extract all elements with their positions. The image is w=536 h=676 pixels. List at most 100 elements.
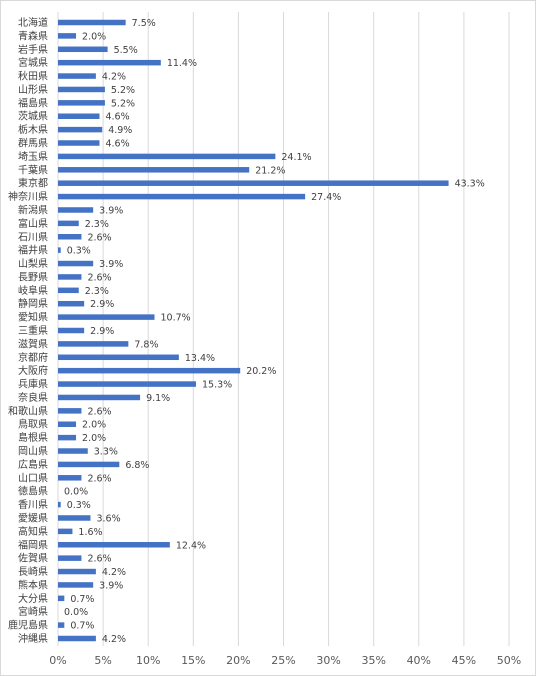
category-labels: 北海道青森県岩手県宮城県秋田県山形県福島県茨城県栃木県群馬県埼玉県千葉県東京都神… <box>8 16 48 645</box>
category-label: 千葉県 <box>18 163 48 176</box>
data-label: 43.3% <box>455 179 485 190</box>
data-label: 2.3% <box>85 219 109 230</box>
category-label: 北海道 <box>18 16 48 29</box>
bar <box>58 381 197 387</box>
data-label: 2.6% <box>87 406 111 417</box>
bar <box>58 73 96 79</box>
category-label: 佐賀県 <box>18 553 48 565</box>
data-label: 2.0% <box>82 433 106 444</box>
bar <box>58 341 129 347</box>
data-label: 0.3% <box>67 246 91 257</box>
category-label: 香川県 <box>18 499 48 511</box>
x-axis-tick-labels: 0% 5% 10% 15% 20% 25% 30% 35% 40% 45% 50% <box>49 654 521 667</box>
bar <box>58 542 170 548</box>
data-label: 2.6% <box>87 232 111 243</box>
data-label: 5.2% <box>111 98 135 109</box>
data-label: 7.5% <box>132 18 156 29</box>
x-tick-label: 25% <box>271 654 295 667</box>
category-label: 山口県 <box>18 472 48 484</box>
x-tick-label: 10% <box>136 654 160 667</box>
bar <box>58 568 96 575</box>
category-label: 新潟県 <box>18 203 48 216</box>
data-label: 2.6% <box>87 554 111 565</box>
data-label: 0.0% <box>64 487 88 498</box>
category-label: 滋賀県 <box>18 337 48 350</box>
bar <box>58 354 179 361</box>
x-tick-label: 45% <box>452 654 476 667</box>
bar <box>58 327 85 334</box>
data-label: 0.0% <box>64 607 88 618</box>
bar <box>58 274 82 280</box>
category-label: 宮崎県 <box>18 605 48 618</box>
bar <box>58 421 77 427</box>
category-label: 福井県 <box>18 244 48 257</box>
category-label: 大分県 <box>18 592 48 605</box>
category-label: 福島県 <box>18 96 48 109</box>
bar <box>58 234 82 240</box>
category-label: 島根県 <box>18 431 48 444</box>
data-label: 20.2% <box>246 366 276 377</box>
data-label: 2.3% <box>85 286 109 297</box>
bar <box>58 180 449 186</box>
category-label: 宮城県 <box>18 56 48 69</box>
category-label: 愛媛県 <box>18 511 48 524</box>
category-label: 大阪府 <box>18 364 48 377</box>
category-label: 群馬県 <box>18 137 48 150</box>
category-label: 三重県 <box>18 324 48 337</box>
category-label: 富山県 <box>18 217 48 230</box>
category-label: 静岡県 <box>18 297 48 310</box>
category-label: 高知県 <box>18 525 48 538</box>
category-label: 奈良県 <box>18 391 48 404</box>
data-label: 7.8% <box>134 339 158 350</box>
data-label: 11.4% <box>167 58 197 69</box>
data-label: 2.6% <box>87 473 111 484</box>
bar <box>58 207 94 213</box>
bar <box>58 260 94 267</box>
data-label: 0.7% <box>70 594 94 605</box>
bar <box>58 501 61 508</box>
category-label: 岐阜県 <box>18 284 48 297</box>
bar <box>58 448 88 454</box>
bar <box>58 247 61 253</box>
bar <box>58 33 77 39</box>
data-label: 3.9% <box>99 580 123 591</box>
data-label: 4.9% <box>108 125 132 136</box>
data-label: 4.2% <box>102 72 126 83</box>
bar <box>58 314 155 320</box>
bar <box>58 595 65 602</box>
category-label: 岩手県 <box>18 43 48 56</box>
data-label: 13.4% <box>185 353 215 364</box>
category-label: 神奈川県 <box>8 190 48 203</box>
data-label: 3.6% <box>96 513 120 524</box>
data-label: 9.1% <box>146 393 170 404</box>
bar <box>58 113 100 119</box>
data-label: 4.6% <box>105 112 129 123</box>
data-label: 3.9% <box>99 205 123 216</box>
bar <box>58 461 120 468</box>
bar <box>58 140 100 146</box>
category-label: 山梨県 <box>18 257 48 270</box>
category-label: 沖縄県 <box>18 632 48 645</box>
category-label: 茨城県 <box>18 110 48 123</box>
data-label: 2.0% <box>82 31 106 42</box>
bar <box>58 622 65 628</box>
data-label: 0.3% <box>67 500 91 511</box>
data-label: 3.9% <box>99 259 123 270</box>
bar <box>58 394 141 401</box>
category-label: 熊本県 <box>18 578 48 591</box>
category-label: 栃木県 <box>18 123 48 136</box>
bar <box>58 86 105 93</box>
data-label: 12.4% <box>176 540 206 551</box>
x-tick-label: 40% <box>407 654 431 667</box>
data-label: 2.9% <box>90 299 114 310</box>
category-label: 鳥取県 <box>18 418 48 431</box>
data-label: 6.8% <box>125 460 149 471</box>
bar <box>58 100 105 106</box>
bar <box>58 126 103 133</box>
bar <box>58 528 73 535</box>
bar <box>58 434 77 441</box>
category-label: 徳島県 <box>18 485 48 498</box>
data-label: 10.7% <box>161 313 191 324</box>
